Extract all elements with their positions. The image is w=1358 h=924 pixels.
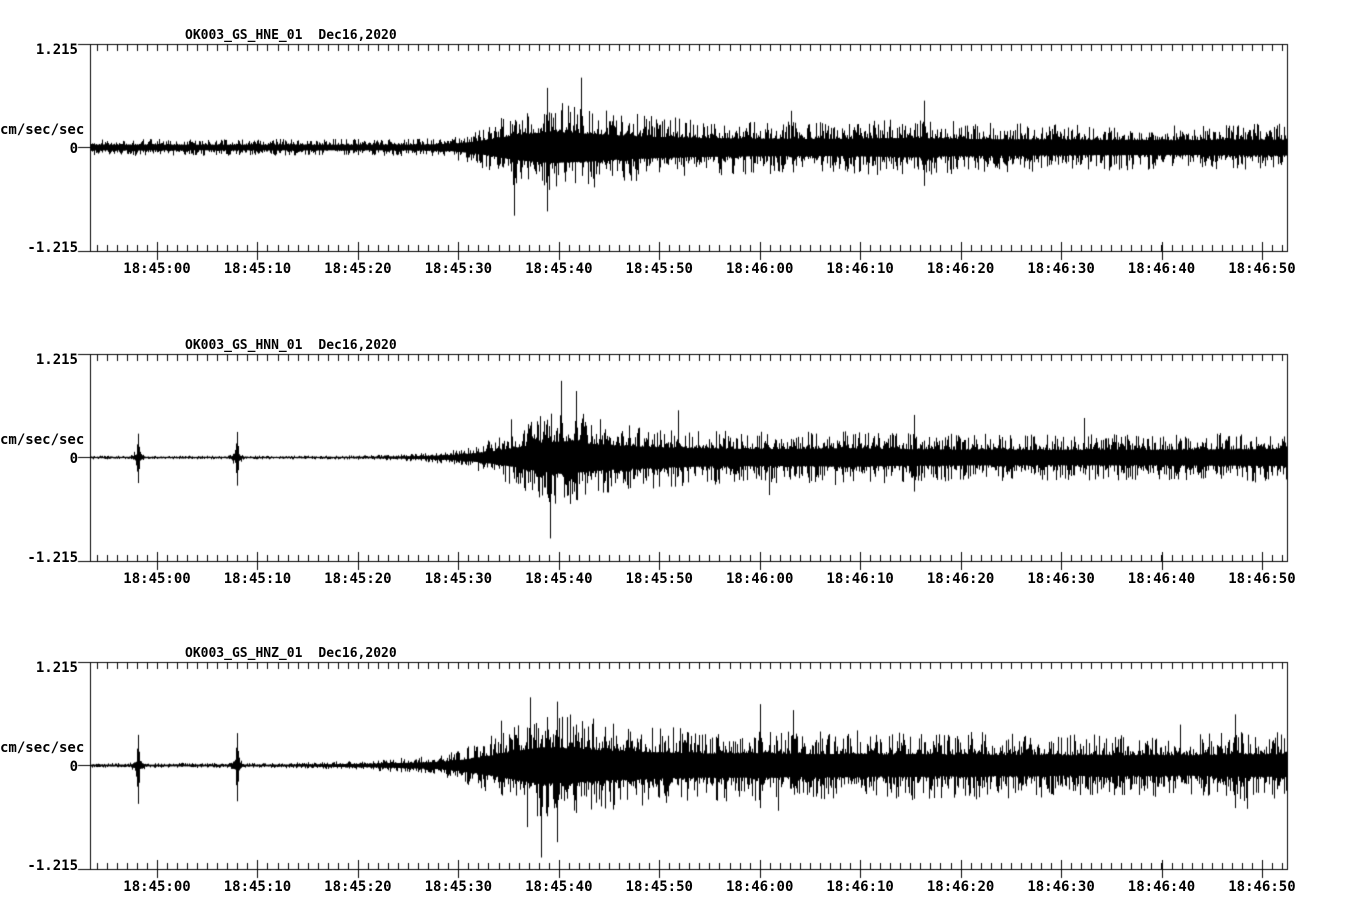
x-tick-label: 18:45:00 xyxy=(123,261,191,277)
x-tick-label: 18:45:50 xyxy=(625,261,693,277)
x-tick-label: 18:46:30 xyxy=(1027,261,1095,277)
x-tick-label: 18:46:10 xyxy=(826,879,894,895)
y-axis-zero-label: 0 xyxy=(69,759,78,775)
y-axis-zero-label: 0 xyxy=(69,141,78,157)
panel-title: OK003_GS_HNZ_01 Dec16,2020 xyxy=(185,646,397,662)
y-axis-min-label: -1.215 xyxy=(27,550,78,566)
x-tick-label: 18:46:00 xyxy=(725,571,794,587)
x-tick-label: 18:45:20 xyxy=(324,879,392,895)
panel-title: OK003_GS_HNE_01 Dec16,2020 xyxy=(185,28,397,44)
y-axis-unit-label: cm/sec/sec xyxy=(0,122,85,138)
y-axis-min-label: -1.215 xyxy=(27,240,78,256)
panel-title-station: OK003_GS_HNN_01 xyxy=(185,338,303,353)
x-tick-label: 18:45:10 xyxy=(223,261,292,277)
x-tick-label: 18:46:40 xyxy=(1127,261,1196,277)
panel-title-date: Dec16,2020 xyxy=(318,28,397,43)
x-tick-label: 18:46:00 xyxy=(725,261,794,277)
y-axis-zero-label: 0 xyxy=(69,451,78,467)
x-tick-label: 18:45:10 xyxy=(223,879,292,895)
x-tick-label: 18:46:50 xyxy=(1228,879,1296,895)
x-tick-label: 18:45:40 xyxy=(525,879,593,895)
y-axis-unit-label: cm/sec/sec xyxy=(0,740,85,756)
x-tick-label: 18:46:40 xyxy=(1127,879,1196,895)
x-tick-label: 18:46:50 xyxy=(1228,261,1296,277)
x-tick-label: 18:46:00 xyxy=(725,879,794,895)
panel-title-date: Dec16,2020 xyxy=(318,646,397,661)
x-tick-label: 18:45:30 xyxy=(424,879,493,895)
x-tick-label: 18:46:10 xyxy=(826,571,894,587)
y-axis-max-label: 1.215 xyxy=(35,352,78,368)
x-tick-label: 18:45:30 xyxy=(424,261,493,277)
x-tick-label: 18:45:00 xyxy=(123,571,191,587)
x-tick-label: 18:46:30 xyxy=(1027,571,1095,587)
x-tick-label: 18:46:40 xyxy=(1127,571,1196,587)
x-tick-label: 18:45:10 xyxy=(223,571,292,587)
x-tick-label: 18:45:40 xyxy=(525,261,593,277)
panel-title-station: OK003_GS_HNZ_01 xyxy=(185,646,303,661)
x-tick-label: 18:46:30 xyxy=(1027,879,1095,895)
y-axis-unit-label: cm/sec/sec xyxy=(0,432,85,448)
y-axis-min-label: -1.215 xyxy=(27,858,78,874)
x-tick-label: 18:45:20 xyxy=(324,261,392,277)
y-axis-max-label: 1.215 xyxy=(35,660,78,676)
x-tick-label: 18:45:50 xyxy=(625,879,693,895)
x-tick-label: 18:46:20 xyxy=(926,879,995,895)
x-tick-label: 18:46:10 xyxy=(826,261,894,277)
x-tick-label: 18:45:20 xyxy=(324,571,392,587)
x-tick-label: 18:45:30 xyxy=(424,571,493,587)
x-tick-label: 18:46:50 xyxy=(1228,571,1296,587)
panel-title: OK003_GS_HNN_01 Dec16,2020 xyxy=(185,338,397,354)
panel-title-station: OK003_GS_HNE_01 xyxy=(185,28,303,43)
panel-title-date: Dec16,2020 xyxy=(318,338,397,353)
x-tick-label: 18:45:00 xyxy=(123,879,191,895)
y-axis-max-label: 1.215 xyxy=(35,42,78,58)
x-tick-label: 18:46:20 xyxy=(926,571,995,587)
x-tick-label: 18:46:20 xyxy=(926,261,995,277)
x-tick-label: 18:45:40 xyxy=(525,571,593,587)
x-tick-label: 18:45:50 xyxy=(625,571,693,587)
